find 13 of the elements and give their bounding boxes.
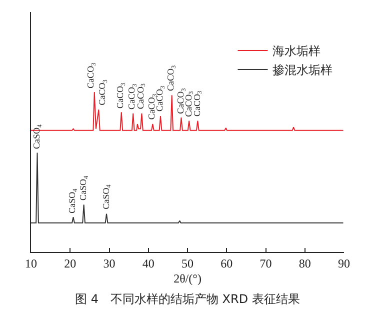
x-tick-label: 80 <box>298 256 311 270</box>
x-tick-label: 50 <box>182 256 194 270</box>
x-tick-label: 90 <box>338 256 350 270</box>
caption: 图 4 不同水样的结垢产物 XRD 表征结果 <box>75 292 300 306</box>
x-tick-label: 30 <box>103 256 116 270</box>
x-tick-label: 70 <box>260 256 272 270</box>
x-tick-label: 10 <box>25 256 37 270</box>
legend-label: 掺混水垢样 <box>272 63 333 78</box>
x-tick-label: 20 <box>64 256 76 270</box>
legend-label: 海水垢样 <box>272 44 321 58</box>
x-axis-title: 2θ/(°) <box>174 271 202 286</box>
x-tick-label: 60 <box>220 256 233 270</box>
x-tick-label: 40 <box>142 256 154 270</box>
